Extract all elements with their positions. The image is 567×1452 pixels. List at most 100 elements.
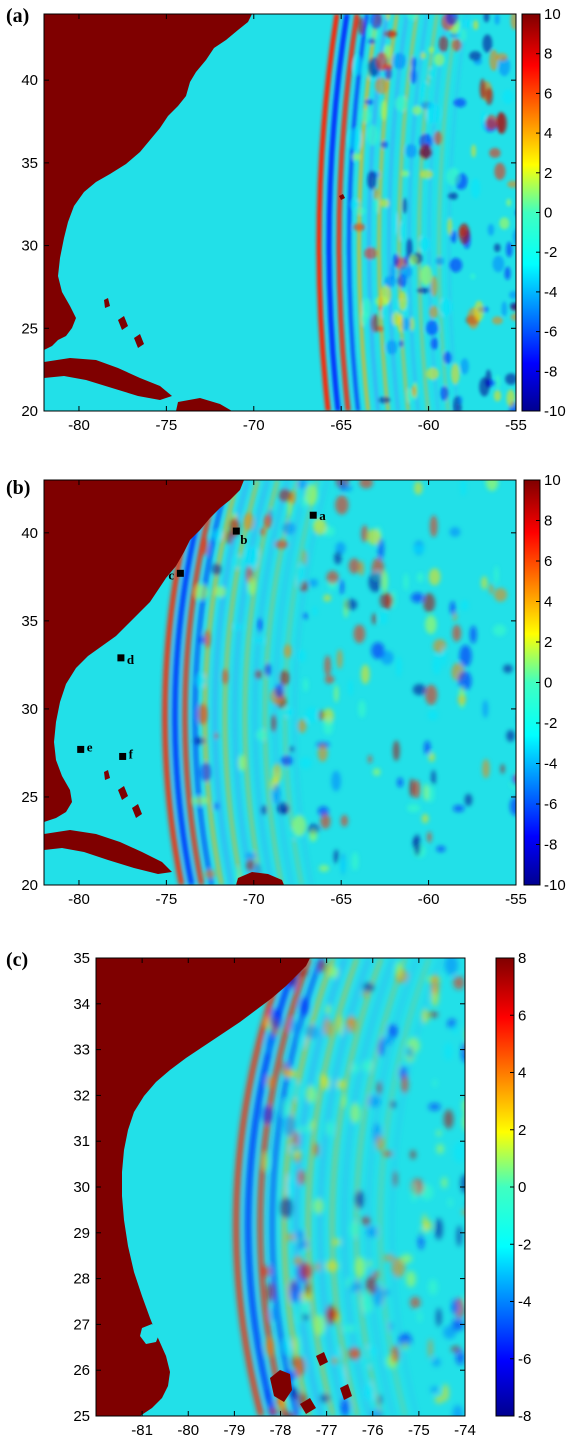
wave-blob (381, 64, 393, 71)
wave-blob (328, 966, 339, 979)
wave-blob (262, 1152, 268, 1171)
wave-blob (289, 1386, 300, 1400)
wave-crest (427, 14, 449, 411)
wave-blob (291, 1355, 296, 1368)
wave-blob (265, 1336, 275, 1357)
wave-blob (479, 377, 490, 397)
colorbar-tick-label: -6 (544, 796, 557, 813)
wave-blob (341, 1094, 347, 1108)
wave-blob (393, 1170, 398, 1188)
wave-blob (340, 1366, 345, 1388)
colorbar-tick-label: -8 (518, 1408, 531, 1425)
wave-blob (492, 624, 507, 636)
wave-blob (452, 624, 462, 642)
x-tick-label: -77 (316, 1422, 338, 1439)
wave-blob (465, 1026, 472, 1044)
wave-blob (460, 358, 469, 375)
site-label: f (129, 746, 134, 761)
wave-blob (353, 56, 363, 75)
wave-blob (374, 77, 389, 95)
wave-blob (289, 1018, 297, 1034)
wave-blob (245, 546, 260, 569)
wave-blob (452, 1404, 464, 1416)
wave-blob (362, 991, 368, 998)
colorbar-tick-label: 0 (518, 1179, 526, 1196)
colorbar-tick-label: -8 (544, 837, 557, 854)
wave-blob (234, 623, 243, 630)
wave-blob (430, 1386, 439, 1393)
wave-crest (306, 958, 359, 1416)
wave-blob (444, 958, 459, 976)
wave-blob (482, 699, 489, 718)
x-tick-label: -70 (243, 417, 265, 434)
wave-blob (347, 1347, 361, 1360)
wave-blob (412, 105, 422, 116)
wave-blob (330, 1357, 339, 1364)
wave-blob (370, 14, 382, 30)
colorbar-tick-label: 8 (544, 513, 552, 530)
x-tick-label: -79 (224, 1422, 246, 1439)
wave-blob (291, 1081, 302, 1100)
wave-blob (412, 779, 421, 799)
wave-blob (423, 740, 431, 755)
wave-blob (361, 1292, 374, 1314)
wave-blob (254, 669, 263, 680)
wave-blob (428, 46, 435, 53)
wave-crest (182, 480, 221, 885)
wave-blob (367, 1095, 381, 1108)
wave-blob (305, 1024, 319, 1040)
wave-crest (330, 958, 383, 1416)
wave-blob (199, 636, 206, 644)
wave-blob (313, 1142, 320, 1157)
wave-blob (401, 1074, 409, 1094)
wave-blob (282, 707, 295, 717)
panel-label-b: (b) (6, 477, 30, 499)
wave-blob (405, 144, 417, 158)
wave-blob (494, 162, 506, 181)
wave-blob (447, 1018, 457, 1029)
x-tick-label: -55 (505, 891, 527, 908)
wave-blob (367, 754, 373, 764)
wave-blob (204, 869, 216, 879)
wave-blob (428, 568, 441, 586)
wave-blob (351, 852, 359, 871)
wave-blob (373, 571, 382, 579)
wave-blob (246, 858, 256, 872)
wave-blob (507, 180, 516, 188)
y-tick-label: 25 (73, 1408, 90, 1425)
wave-blob (489, 147, 501, 159)
wave-blob (406, 238, 413, 260)
wave-blob (340, 857, 346, 874)
wave-blob (284, 1069, 297, 1078)
wave-blob (505, 373, 516, 385)
wave-blob (460, 480, 467, 497)
wave-blob (270, 1307, 278, 1322)
wave-blob (242, 512, 255, 531)
x-tick-label: -60 (418, 417, 440, 434)
wave-blob (197, 703, 208, 726)
wave-blob (297, 649, 306, 663)
wave-blob (382, 1150, 393, 1157)
y-tick-label: 35 (21, 155, 38, 172)
wave-blob (424, 684, 438, 705)
site-marker (119, 752, 127, 760)
wave-blob (358, 700, 366, 718)
wave-blob (485, 87, 494, 106)
wave-blob (215, 585, 227, 598)
colorbar-tick-label: 10 (544, 472, 561, 489)
wave-blob (426, 785, 435, 803)
wave-blob (343, 1324, 356, 1333)
wave-blob (496, 111, 506, 134)
wave-blob (245, 852, 257, 860)
wave-blob (410, 1149, 417, 1160)
wave-blob (411, 1183, 417, 1202)
y-tick-label: 28 (73, 1271, 90, 1288)
wave-blob (361, 311, 368, 326)
wave-blob (441, 1384, 449, 1402)
wave-blob (335, 1079, 347, 1090)
wave-blob (380, 198, 390, 208)
wave-blob (370, 1409, 384, 1416)
wave-blob (282, 1339, 292, 1353)
wave-blob (494, 587, 508, 602)
